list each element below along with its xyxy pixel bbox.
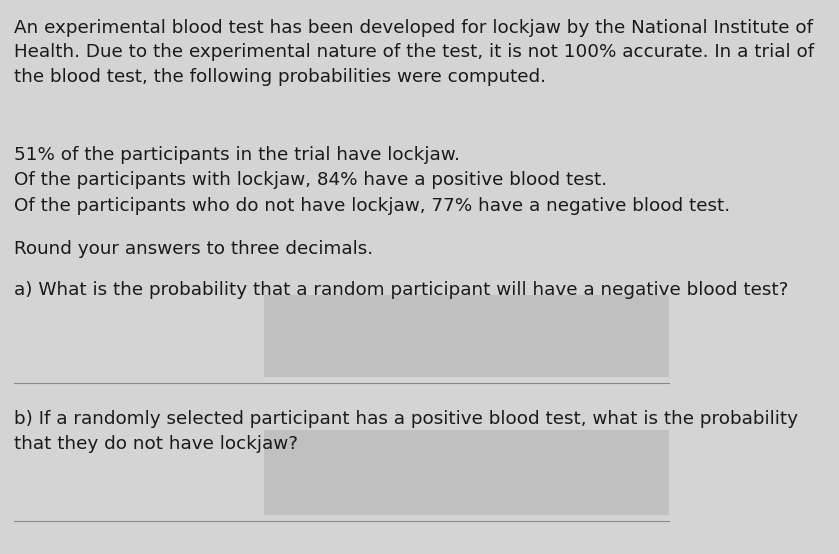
Text: An experimental blood test has been developed for lockjaw by the National Instit: An experimental blood test has been deve… bbox=[13, 19, 814, 86]
Text: a) What is the probability that a random participant will have a negative blood : a) What is the probability that a random… bbox=[13, 281, 788, 299]
Text: 51% of the participants in the trial have lockjaw.: 51% of the participants in the trial hav… bbox=[13, 146, 460, 164]
Text: Round your answers to three decimals.: Round your answers to three decimals. bbox=[13, 239, 373, 258]
Text: b) If a randomly selected participant has a positive blood test, what is the pro: b) If a randomly selected participant ha… bbox=[13, 411, 798, 453]
Text: Of the participants who do not have lockjaw, 77% have a negative blood test.: Of the participants who do not have lock… bbox=[13, 197, 730, 214]
FancyBboxPatch shape bbox=[264, 430, 670, 515]
Text: Of the participants with lockjaw, 84% have a positive blood test.: Of the participants with lockjaw, 84% ha… bbox=[13, 171, 607, 189]
FancyBboxPatch shape bbox=[264, 295, 670, 377]
